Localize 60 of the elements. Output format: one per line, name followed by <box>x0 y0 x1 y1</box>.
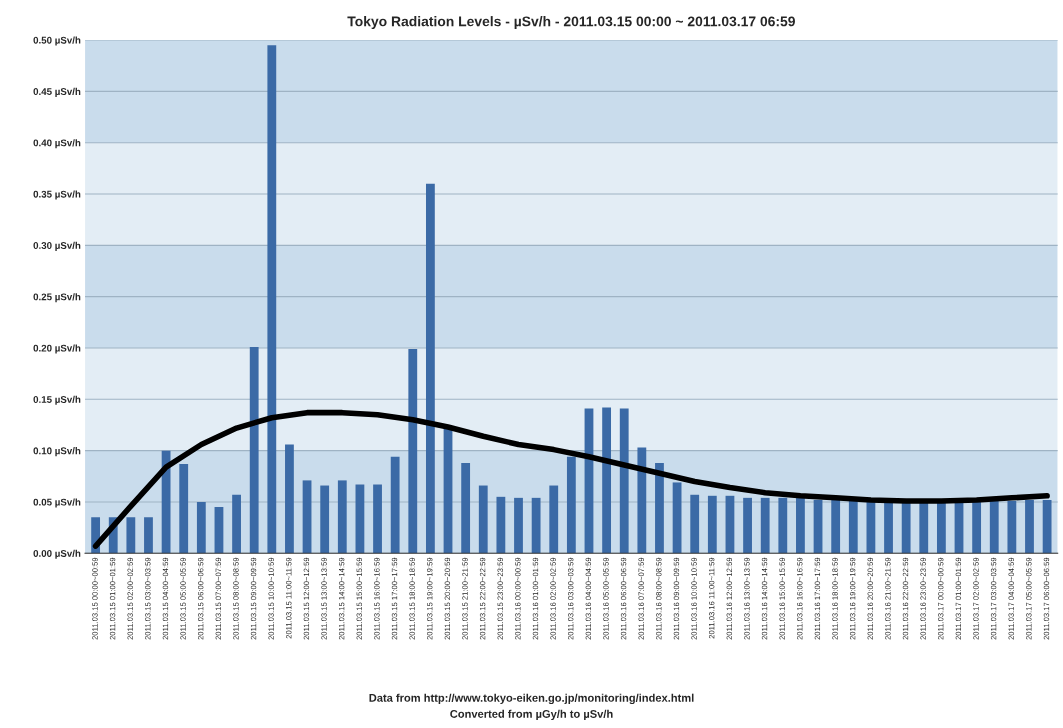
bar <box>707 495 717 554</box>
bar <box>144 517 153 554</box>
bar <box>232 494 241 554</box>
bar <box>619 408 629 554</box>
y-tick-label: 0.25 µSv/h <box>33 293 81 303</box>
bar <box>848 499 858 554</box>
bar <box>672 482 682 554</box>
bar <box>461 462 471 554</box>
y-tick-label: 0.50 µSv/h <box>33 36 81 46</box>
bar <box>725 495 735 554</box>
bar <box>796 496 805 554</box>
text: Converted from µGy/h to µSv/h <box>450 709 613 721</box>
bar <box>196 501 206 554</box>
bar <box>425 183 435 554</box>
bar <box>884 500 893 554</box>
bar <box>760 497 770 554</box>
bar <box>285 444 294 554</box>
bar <box>972 501 982 554</box>
bar <box>1007 500 1017 554</box>
bar <box>531 497 541 554</box>
bar <box>778 497 788 554</box>
bar <box>936 501 946 554</box>
bar <box>637 447 647 554</box>
bar <box>813 499 823 554</box>
text: Data from http://www.tokyo-eiken.go.jp/monitoring/index.html <box>369 693 694 705</box>
bar <box>1025 499 1034 554</box>
bar <box>179 463 189 554</box>
bar <box>514 497 523 554</box>
bar <box>496 496 506 554</box>
bar <box>337 480 347 554</box>
bar <box>373 484 382 554</box>
y-tick-label: 0.20 µSv/h <box>33 344 81 354</box>
bar <box>989 500 999 554</box>
bar <box>743 497 752 554</box>
bar <box>408 349 418 554</box>
y-tick-label: 0.00 µSv/h <box>33 549 81 559</box>
y-tick-label: 0.10 µSv/h <box>33 447 81 457</box>
bar <box>831 499 841 554</box>
bar <box>549 485 559 554</box>
bar <box>320 485 330 554</box>
bar <box>602 407 612 554</box>
bar <box>214 507 224 554</box>
bar <box>302 480 312 554</box>
y-tick-label: 0.40 µSv/h <box>33 139 81 149</box>
y-tick-label: 0.05 µSv/h <box>33 498 81 508</box>
y-tick-label: 0.35 µSv/h <box>33 190 81 200</box>
bar <box>690 494 700 554</box>
bar <box>355 484 365 554</box>
y-tick-label: 0.15 µSv/h <box>33 395 81 405</box>
y-tick-label: 0.45 µSv/h <box>33 87 81 97</box>
bar <box>655 462 664 554</box>
chart-title: Tokyo Radiation Levels - µSv/h - 2011.03.15 00:00 ~ 2011.03.17 06:59 <box>347 16 795 30</box>
bar <box>478 485 488 554</box>
bar <box>126 517 136 554</box>
bar <box>249 346 259 554</box>
y-tick-label: 0.30 µSv/h <box>33 241 81 251</box>
bar <box>1042 499 1052 554</box>
bar <box>390 456 400 554</box>
bar <box>566 456 576 554</box>
bar <box>267 45 277 554</box>
